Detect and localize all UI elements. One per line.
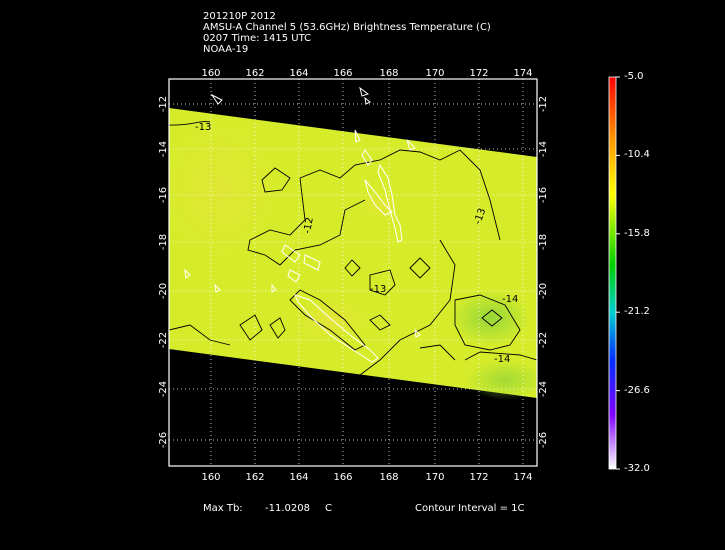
lat-label-right: -14 (538, 141, 549, 157)
contour-label: -12 (302, 217, 316, 235)
colorbar (608, 76, 617, 470)
lon-label-bottom: 170 (425, 472, 444, 483)
coastlines (184, 86, 421, 363)
lon-label-top: 162 (245, 68, 264, 79)
lat-label-left: -12 (158, 96, 169, 112)
lat-label-left: -26 (158, 432, 169, 448)
contour-interval: Contour Interval = 1C (415, 503, 525, 514)
lat-label-left: -24 (158, 381, 169, 397)
lon-label-bottom: 168 (379, 472, 398, 483)
satellite-name: NOAA-19 (203, 44, 249, 55)
max-tb-unit: C (325, 503, 332, 514)
lon-label-top: 172 (469, 68, 488, 79)
lat-label-right: -24 (538, 381, 549, 397)
product-title: AMSU-A Channel 5 (53.6GHz) Brightness Te… (203, 22, 491, 33)
contour-label: -14 (502, 294, 518, 305)
colorbar-label: -10.4 (624, 149, 650, 161)
max-tb-value: -11.0208 (265, 503, 310, 514)
lon-label-bottom: 160 (201, 472, 220, 483)
colorbar-label: -15.8 (624, 227, 650, 239)
lon-label-bottom: 162 (245, 472, 264, 483)
lon-label-top: 164 (289, 68, 308, 79)
storm-id: 201210P 2012 (203, 11, 276, 22)
lat-label-right: -26 (538, 432, 549, 448)
title-block: 201210P 2012 AMSU-A Channel 5 (53.6GHz) … (203, 11, 491, 55)
lat-label-left: -16 (158, 187, 169, 203)
contour-label: -13 (195, 122, 211, 133)
lon-label-top: 160 (201, 68, 220, 79)
colorbar-label: -26.6 (624, 384, 650, 396)
lat-label-left: -22 (158, 332, 169, 348)
contour-label: -14 (494, 354, 510, 365)
colorbar-label: -32.0 (624, 463, 650, 474)
time-label: 0207 Time: 1415 UTC (203, 33, 312, 44)
lon-label-bottom: 172 (469, 472, 488, 483)
graticule (169, 79, 537, 466)
lon-label-top: 168 (379, 68, 398, 79)
contours (169, 121, 537, 376)
contour-labels: -13 -12 -13 -13 -14 -14 (195, 122, 518, 365)
lat-label-right: -16 (538, 187, 549, 203)
colorbar-label: -5.0 (624, 71, 644, 82)
lon-label-bottom: 164 (289, 472, 308, 483)
lat-label-right: -20 (538, 283, 549, 299)
colorbar-ticks (616, 76, 620, 470)
contour-label: -13 (472, 207, 488, 226)
colorbar-label: -21.2 (624, 306, 650, 318)
lon-label-top: 170 (425, 68, 444, 79)
max-tb-label: Max Tb: (203, 503, 243, 514)
plot-frame (168, 78, 538, 467)
tick-labels: 160 160 162 162 164 164 166 166 168 168 170 170 172 1… (158, 68, 549, 483)
lat-label-left: -18 (158, 234, 169, 250)
swath (169, 108, 537, 400)
lat-label-right: -18 (538, 234, 549, 250)
contour-label: -13 (370, 284, 386, 295)
lon-label-bottom: 166 (333, 472, 352, 483)
lat-label-left: -20 (158, 283, 169, 299)
lon-label-top: 166 (333, 68, 352, 79)
lat-label-left: -14 (158, 141, 169, 157)
lat-label-right: -22 (538, 332, 549, 348)
lon-label-bottom: 174 (513, 472, 532, 483)
lon-label-top: 174 (513, 68, 532, 79)
lat-label-right: -12 (538, 96, 549, 112)
